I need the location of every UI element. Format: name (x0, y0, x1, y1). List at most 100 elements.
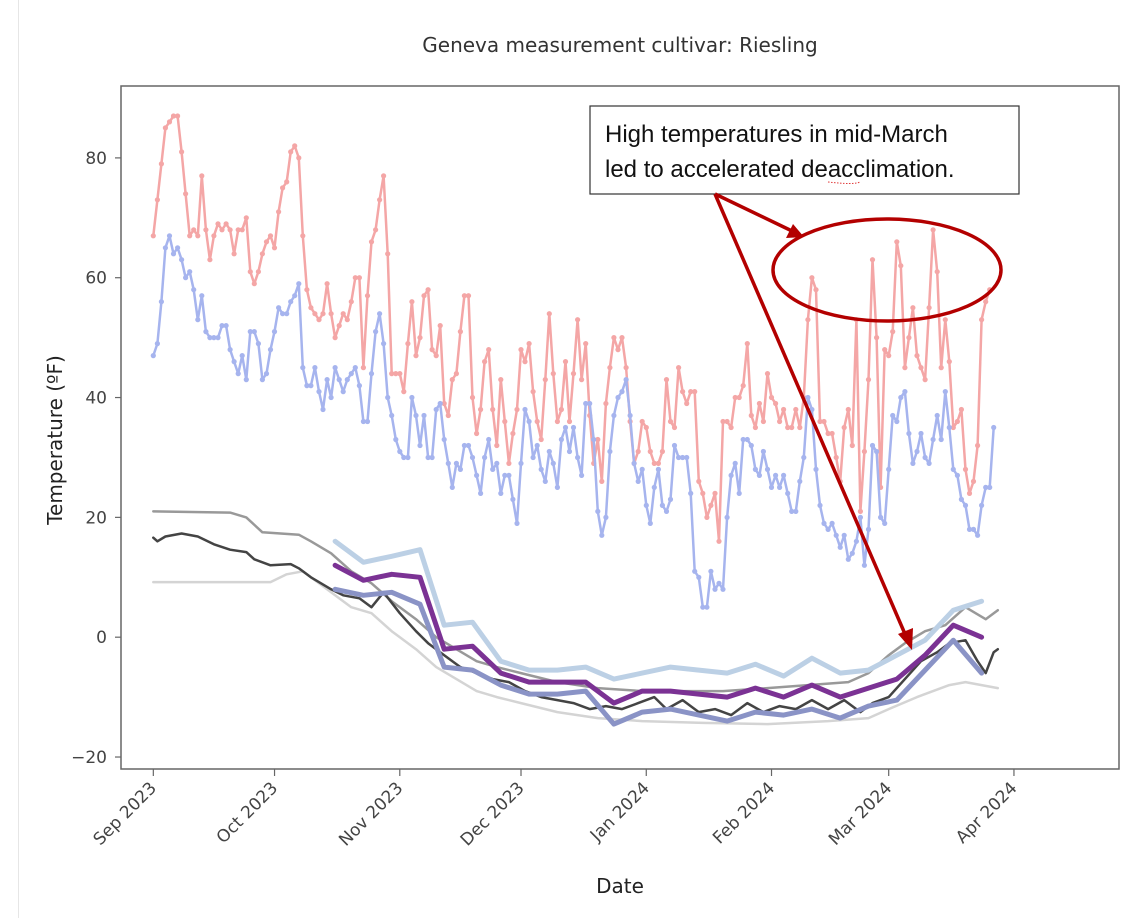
data-point-low (805, 394, 811, 401)
data-point-low (659, 502, 666, 508)
data-point-low (417, 442, 423, 449)
data-point-high (280, 185, 286, 191)
data-point-high (659, 448, 666, 455)
data-point-high (534, 418, 540, 425)
data-point-high (211, 233, 217, 239)
data-point-high (781, 406, 787, 413)
data-point-high (300, 233, 306, 239)
data-point-low (235, 371, 241, 377)
data-point-high (752, 424, 759, 431)
data-point-high (740, 383, 746, 389)
data-point-high (938, 365, 944, 371)
data-point-low (219, 323, 225, 329)
data-point-low (874, 448, 880, 455)
annotation-line-2: led to accelerated deacclimation. (605, 156, 955, 183)
data-point-high (906, 335, 912, 341)
data-point-low (421, 412, 427, 419)
data-point-high (922, 377, 928, 383)
data-point-low (332, 365, 338, 371)
data-point-low (825, 526, 831, 533)
data-point-low (316, 389, 322, 395)
data-point-high (413, 353, 419, 359)
data-point-low (950, 466, 956, 472)
data-point-low (304, 383, 310, 389)
data-point-high (639, 418, 645, 425)
data-point-high (542, 377, 548, 383)
data-point-high (635, 448, 641, 455)
data-point-high (671, 424, 678, 431)
data-point-high (199, 173, 205, 179)
chart-title: Geneva measurement cultivar: Riesling (422, 33, 817, 57)
data-point-low (789, 508, 795, 514)
data-point-high (223, 221, 229, 227)
data-point-high (777, 418, 783, 425)
data-point-high (474, 430, 480, 437)
data-point-low (474, 472, 480, 478)
data-point-high (736, 394, 742, 401)
data-point-low (300, 365, 306, 371)
data-point-high (292, 143, 298, 149)
data-point-high (433, 353, 439, 359)
data-point-low (684, 454, 690, 461)
data-point-low (841, 532, 847, 538)
data-point-high (284, 179, 290, 185)
data-point-high (175, 113, 181, 119)
data-point-high (611, 335, 617, 341)
data-point-high (154, 197, 160, 203)
data-point-high (728, 424, 734, 431)
data-point-low (336, 377, 342, 383)
data-point-high (841, 424, 847, 431)
arrow-to-lines-head (898, 628, 913, 650)
data-point-low (352, 365, 358, 371)
annotation: High temperatures in mid-March led to ac… (589, 105, 1020, 650)
data-point-low (595, 508, 601, 514)
data-point-high (247, 269, 253, 275)
data-point-low (368, 371, 375, 377)
data-point-low (773, 472, 779, 478)
data-point-high (930, 227, 936, 233)
data-point-high (312, 311, 318, 317)
data-point-low (793, 508, 799, 514)
data-point-low (251, 329, 257, 335)
data-point-high (239, 227, 245, 233)
data-point-low (288, 299, 294, 305)
data-point-high (522, 359, 528, 365)
data-point-high (595, 436, 601, 443)
data-point-low (829, 520, 835, 527)
data-point-high (510, 430, 516, 437)
data-point-low (817, 502, 823, 508)
data-point-high (764, 371, 771, 377)
data-point-high (368, 239, 375, 245)
data-point-low (603, 514, 609, 521)
data-point-low (457, 466, 463, 472)
data-point-low (546, 448, 552, 455)
data-point-low (591, 436, 597, 443)
data-point-low (385, 394, 391, 401)
data-point-low (696, 574, 702, 580)
data-point-high (465, 293, 472, 299)
data-point-low (890, 412, 896, 419)
data-point-high (914, 353, 920, 359)
data-point-high (267, 233, 274, 239)
data-point-high (688, 389, 694, 395)
data-point-high (934, 269, 940, 275)
data-point-high (344, 317, 350, 323)
data-point-low (191, 287, 197, 293)
data-point-low (162, 245, 168, 251)
data-point-high (421, 293, 427, 299)
data-point-low (777, 484, 783, 490)
data-point-low (631, 460, 637, 466)
data-point-low (837, 544, 843, 550)
data-point-low (231, 359, 237, 365)
data-point-high (857, 508, 864, 514)
data-point-high (356, 275, 362, 281)
data-point-low (906, 430, 912, 437)
data-point-low (680, 454, 686, 461)
data-point-low (720, 586, 726, 592)
data-point-high (235, 227, 241, 233)
data-point-high (183, 191, 189, 197)
data-point-high (166, 119, 173, 125)
data-point-high (324, 281, 330, 287)
data-point-high (785, 424, 791, 431)
data-point-low (429, 454, 435, 461)
